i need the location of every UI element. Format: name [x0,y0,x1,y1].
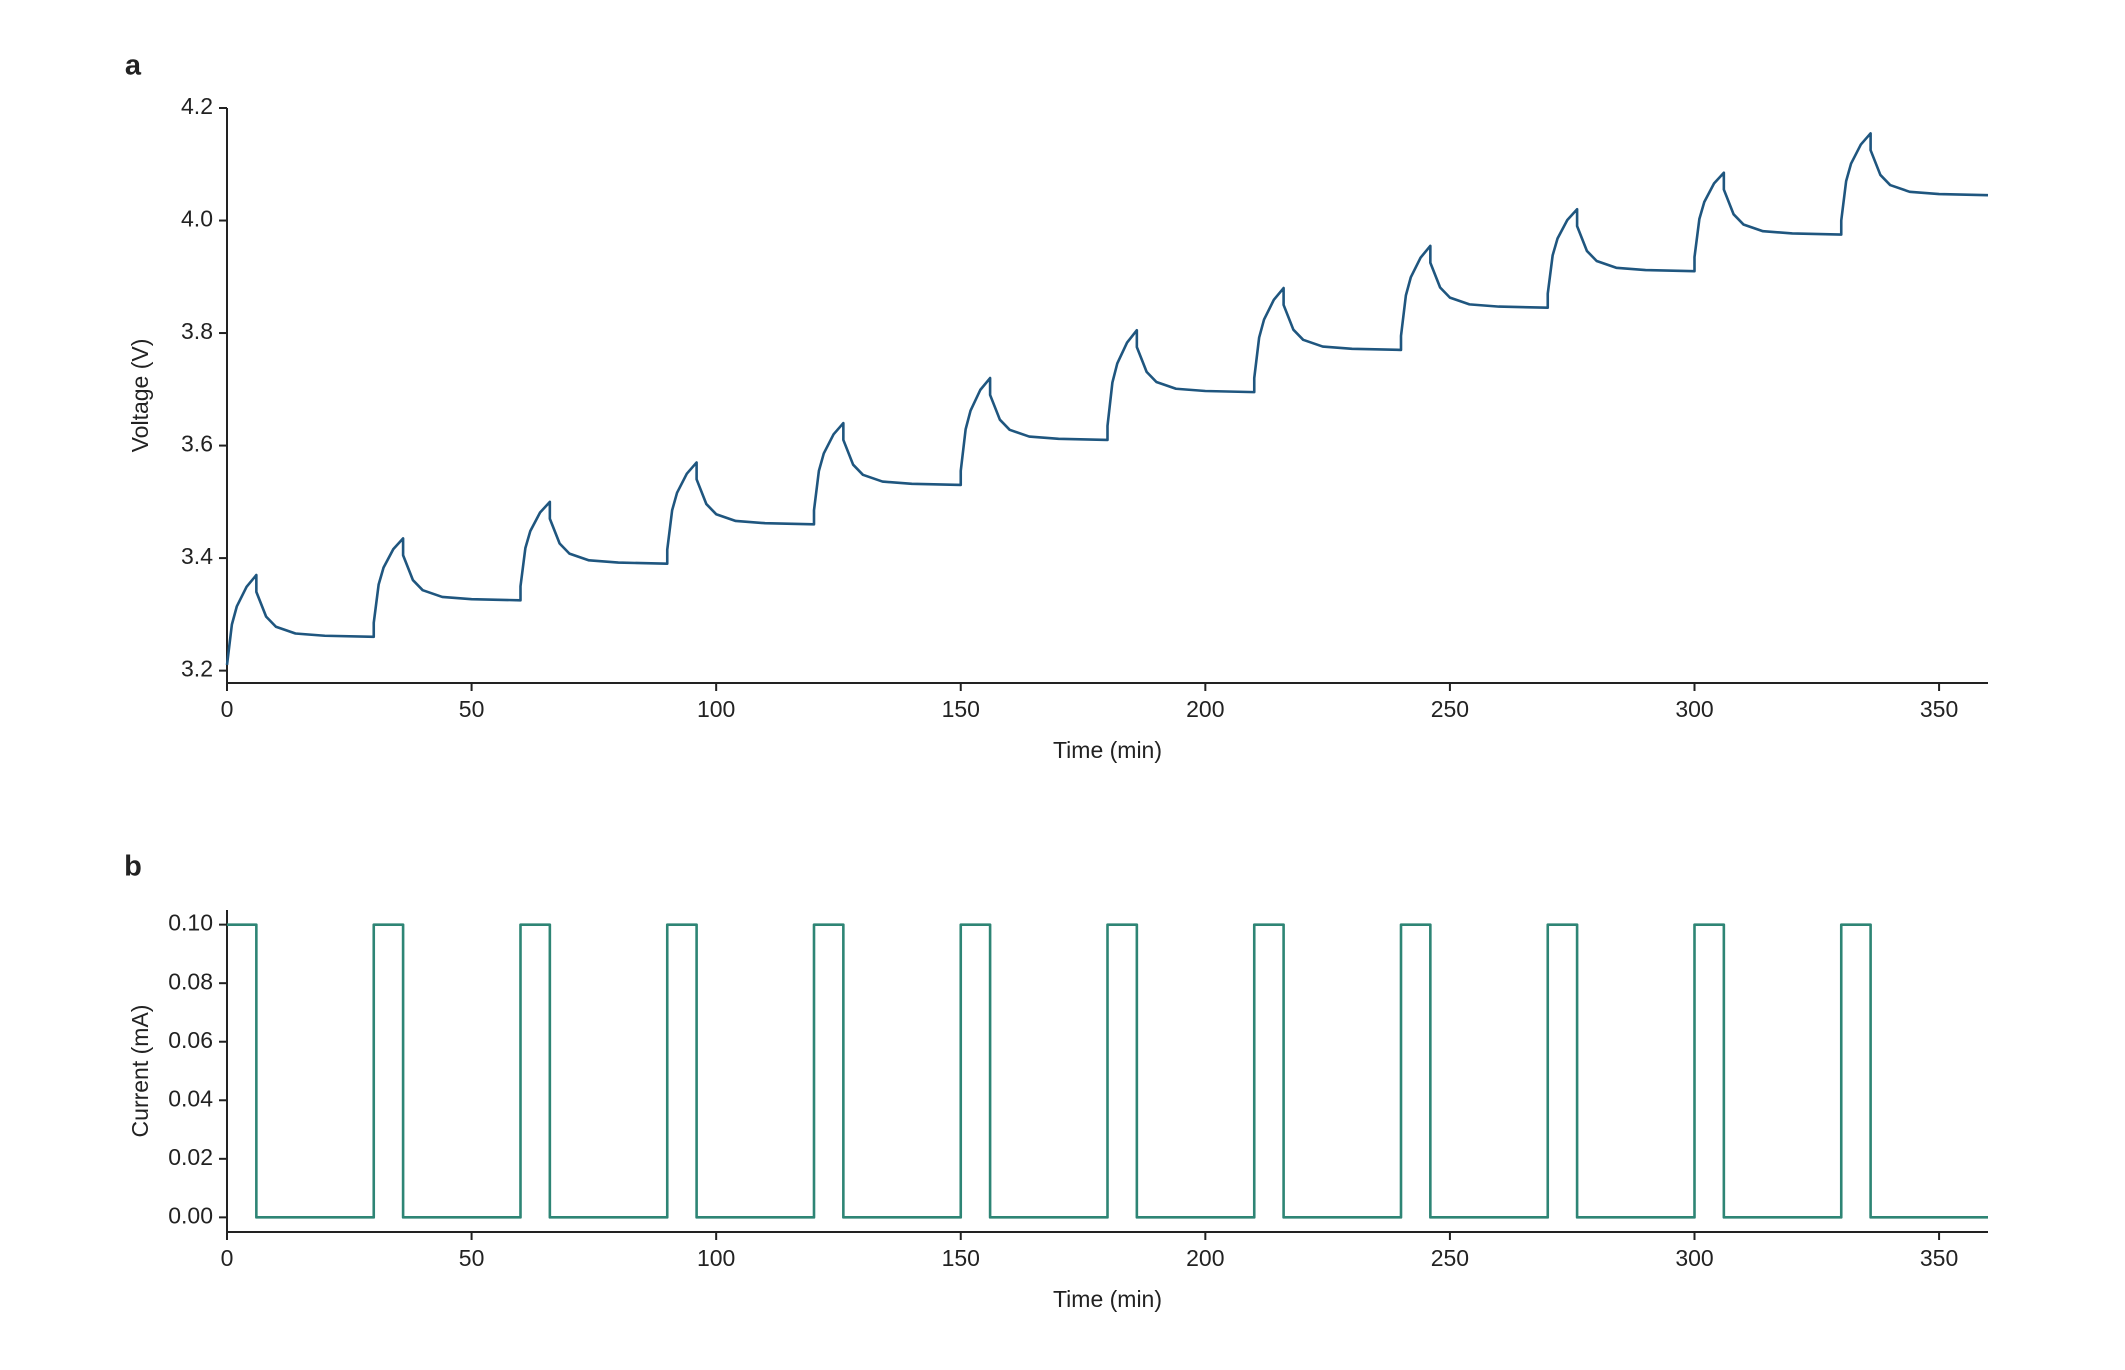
y-tick-label: 0.10 [168,910,213,936]
x-tick-label: 100 [697,1245,735,1271]
x-tick-label: 150 [942,696,980,722]
y-tick-label: 0.00 [168,1202,213,1228]
y-tick-label: 4.2 [181,93,213,119]
data-line [227,923,1988,1219]
y-axis-label: Current (mA) [127,1005,153,1138]
y-tick-label: 0.08 [168,968,213,994]
x-tick-label: 200 [1186,696,1224,722]
y-tick-label: 4.0 [181,206,213,232]
x-axis-label: Time (min) [1053,737,1162,763]
x-tick-label: 0 [221,1245,234,1271]
x-tick-label: 350 [1920,696,1958,722]
y-tick-label: 3.6 [181,431,213,457]
x-tick-label: 300 [1675,696,1713,722]
y-tick-label: 3.2 [181,656,213,682]
x-tick-label: 50 [459,1245,485,1271]
panel-label: b [124,851,142,883]
y-tick-label: 0.02 [168,1144,213,1170]
x-tick-label: 300 [1675,1245,1713,1271]
x-tick-label: 250 [1431,696,1469,722]
x-axis-label: Time (min) [1053,1286,1162,1312]
panel-label: a [125,50,142,82]
y-tick-label: 3.4 [181,543,213,569]
x-tick-label: 150 [942,1245,980,1271]
x-tick-label: 0 [221,696,234,722]
x-tick-label: 100 [697,696,735,722]
y-tick-label: 3.8 [181,318,213,344]
x-tick-label: 350 [1920,1245,1958,1271]
data-line [225,132,1989,666]
x-tick-label: 250 [1431,1245,1469,1271]
y-tick-label: 0.04 [168,1085,213,1111]
y-tick-label: 0.06 [168,1027,213,1053]
x-tick-label: 200 [1186,1245,1224,1271]
x-tick-label: 50 [459,696,485,722]
y-axis-label: Voltage (V) [127,339,153,453]
